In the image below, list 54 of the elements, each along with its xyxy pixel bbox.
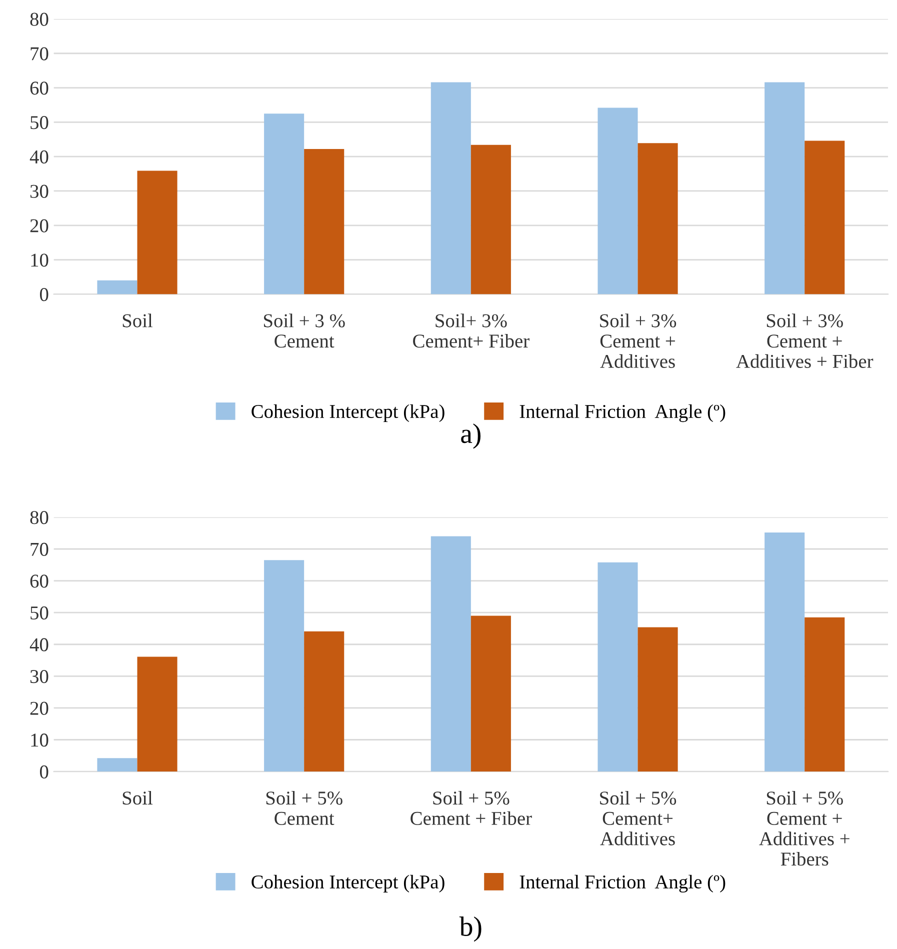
- bar: [137, 656, 178, 772]
- y-tick-label: 60: [30, 574, 48, 588]
- x-tick-label: Soil+ 3% Cement+ Fiber: [413, 314, 530, 348]
- y-tick-label: 0: [40, 288, 48, 302]
- x-tick-label: Soil + 3% Cement + Additives: [600, 314, 676, 368]
- y-tick-label: 60: [30, 82, 48, 95]
- text: a): [461, 424, 480, 449]
- y-tick-label: 80: [30, 511, 48, 524]
- x-tick-label: Soil + 3 % Cement: [264, 314, 345, 348]
- y-tick-label: 0: [40, 765, 48, 778]
- bar: [430, 82, 471, 294]
- x-tick-label: Soil: [122, 314, 153, 328]
- bar: [470, 144, 511, 294]
- legend-label: Internal Friction Angle (º): [520, 404, 726, 422]
- bar: [264, 560, 304, 772]
- bar: [804, 617, 845, 772]
- x-tick-label: Soil + 5% Cement+ Additives: [600, 790, 676, 846]
- y-tick-label: 10: [31, 254, 48, 267]
- y-tick-label: 80: [30, 12, 48, 26]
- text: b): [459, 916, 482, 942]
- legend-label: Cohesion Intercept (kPa): [252, 874, 444, 892]
- bar: [264, 114, 304, 294]
- bar: [764, 532, 805, 772]
- y-tick-label: 70: [30, 542, 48, 556]
- x-tick-label: Soil + 5% Cement + Fiber: [410, 790, 532, 825]
- bar: [470, 616, 511, 772]
- x-tick-label: Soil: [122, 790, 153, 805]
- bar: [764, 82, 805, 294]
- bar: [598, 108, 638, 294]
- x-tick-label: Soil + 3% Cement + Additives + Fiber: [736, 314, 874, 368]
- legend-label: Internal Friction Angle (º): [520, 874, 726, 893]
- y-tick-label: 70: [30, 47, 48, 60]
- y-tick-label: 50: [30, 606, 48, 620]
- y-tick-label: 40: [30, 150, 48, 164]
- bar: [304, 631, 344, 772]
- bar: [638, 627, 678, 772]
- y-tick-label: 20: [30, 702, 48, 715]
- legend-label: Cohesion Intercept (kPa): [252, 404, 444, 422]
- bar: [137, 170, 178, 294]
- bar: [97, 758, 138, 772]
- bar: [97, 280, 138, 294]
- y-tick-label: 30: [30, 670, 48, 684]
- bar: [430, 536, 471, 772]
- x-tick-label: Soil + 5% Cement + Additives + Fibers: [759, 790, 850, 866]
- bar: [804, 140, 845, 294]
- x-tick-label: Soil + 5% Cement: [266, 790, 342, 825]
- y-tick-label: 20: [30, 219, 48, 232]
- y-tick-label: 30: [30, 184, 48, 198]
- bar: [304, 149, 344, 294]
- y-tick-label: 40: [30, 638, 48, 652]
- bar: [638, 143, 678, 294]
- bar: [598, 562, 638, 772]
- y-tick-label: 50: [30, 116, 48, 130]
- y-tick-label: 10: [31, 734, 48, 747]
